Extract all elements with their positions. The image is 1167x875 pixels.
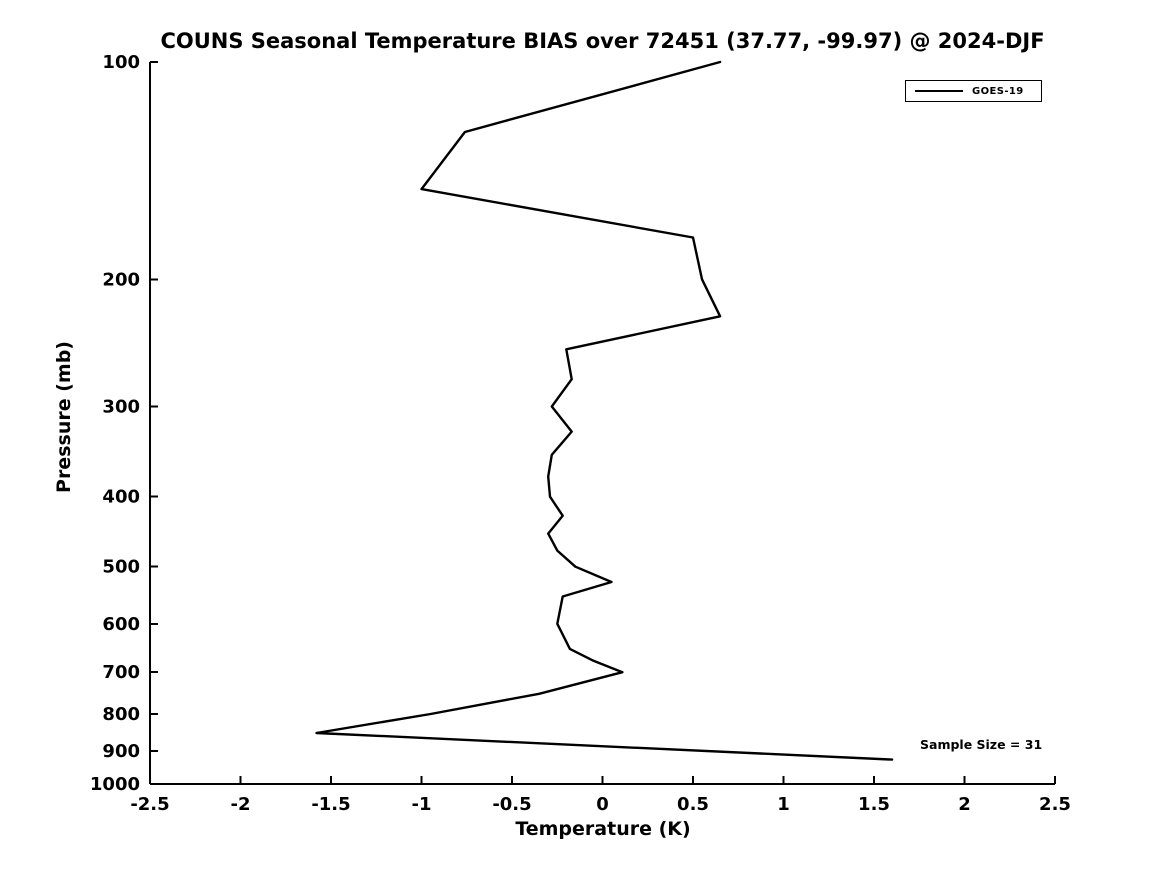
y-tick-label: 400 <box>102 487 140 508</box>
x-tick-label: -1 <box>412 794 432 815</box>
x-tick-label: 2 <box>958 794 971 815</box>
y-tick-label: 200 <box>102 269 140 290</box>
series-line-goes-19 <box>315 60 894 761</box>
y-tick-label: 300 <box>102 396 140 417</box>
x-tick-label: -0.5 <box>492 794 531 815</box>
y-axis-label: Pressure (mb) <box>53 341 75 493</box>
x-tick-label: 0 <box>596 794 609 815</box>
x-tick-label: 2.5 <box>1039 794 1071 815</box>
legend: GOES-19 <box>905 80 1042 102</box>
x-axis-label: Temperature (K) <box>515 818 691 840</box>
legend-series-label: GOES-19 <box>972 85 1024 97</box>
x-tick-label: 1.5 <box>858 794 890 815</box>
y-tick-label: 800 <box>102 704 140 725</box>
chart-title: COUNS Seasonal Temperature BIAS over 724… <box>160 29 1045 53</box>
y-tick-label: 600 <box>102 614 140 635</box>
y-tick-label: 700 <box>102 662 140 683</box>
x-tick-label: -1.5 <box>311 794 350 815</box>
x-tick-label: -2 <box>231 794 251 815</box>
legend-line-icon <box>915 90 963 92</box>
x-tick-label: -2.5 <box>130 794 169 815</box>
y-tick-label: 900 <box>102 741 140 762</box>
y-tick-label: 1000 <box>90 774 140 795</box>
sample-size-annotation: Sample Size = 31 <box>920 737 1043 752</box>
y-tick-label: 100 <box>102 52 140 73</box>
y-tick-label: 500 <box>102 557 140 578</box>
x-tick-label: 1 <box>777 794 790 815</box>
x-tick-label: 0.5 <box>677 794 709 815</box>
